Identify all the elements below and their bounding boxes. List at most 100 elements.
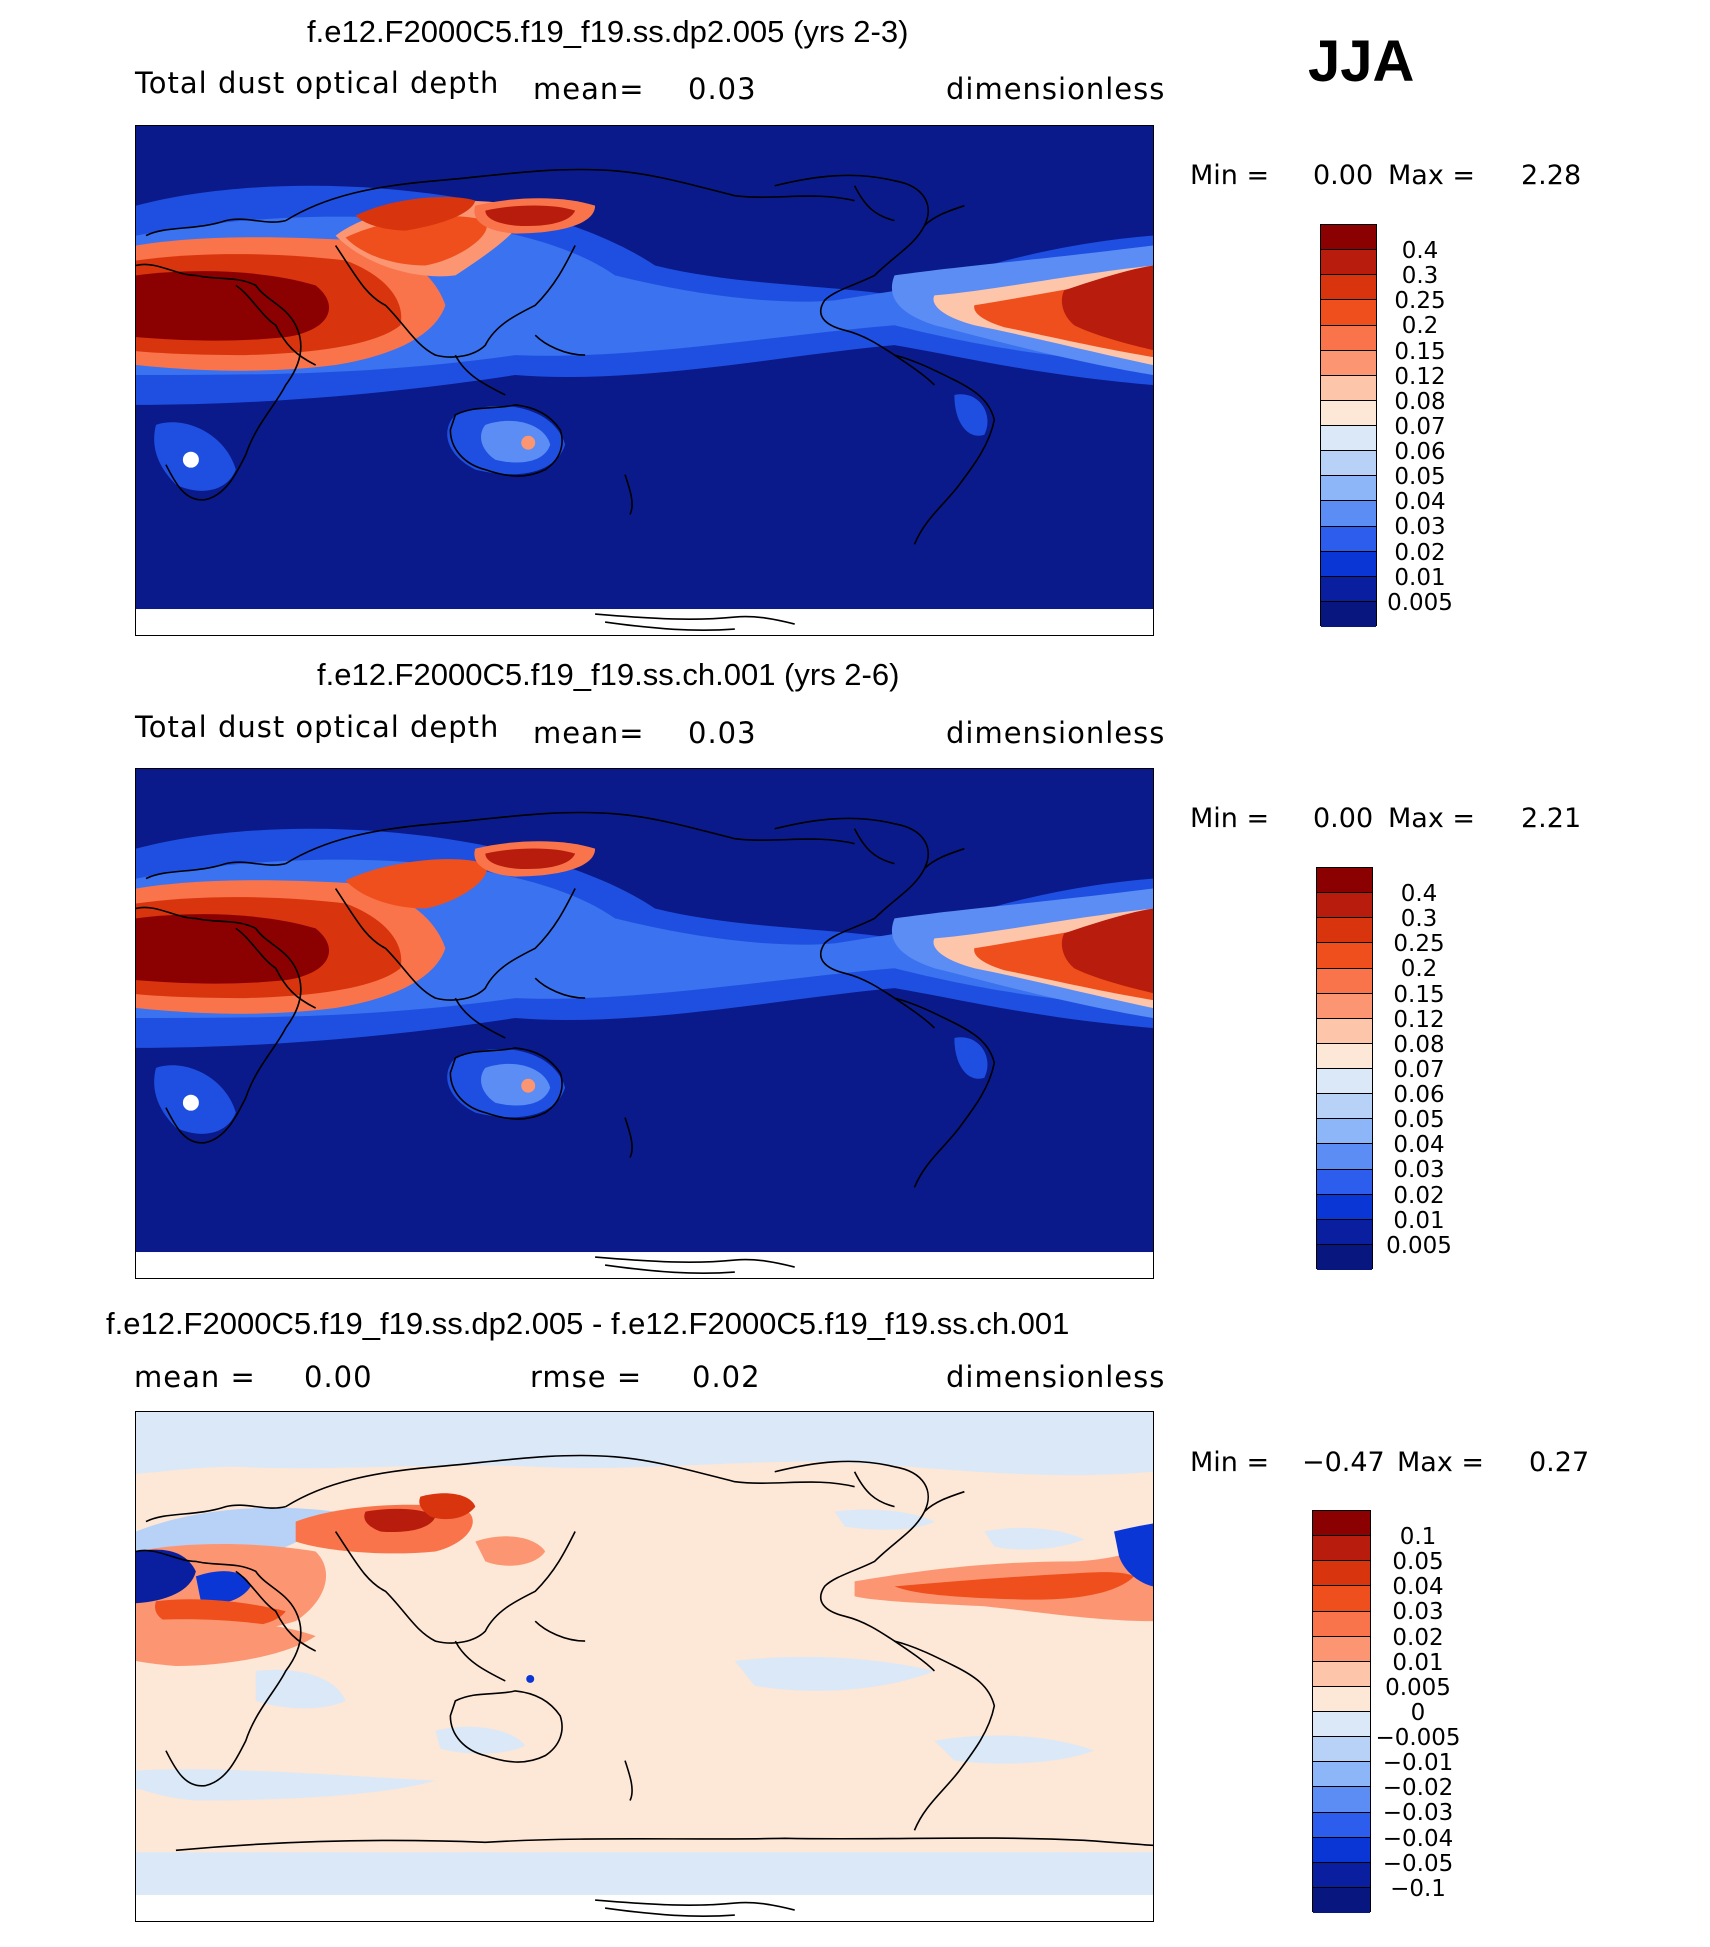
- colorbar-swatch: [1321, 325, 1376, 351]
- colorbar-label: −0.05: [1382, 1850, 1454, 1877]
- colorbar-label: 0.07: [1394, 413, 1446, 440]
- colorbar-swatch: [1321, 576, 1376, 602]
- panel-2-units: dimensionless: [946, 716, 1166, 750]
- colorbar-swatch: [1317, 868, 1372, 894]
- colorbar-label: 0.02: [1393, 1182, 1445, 1209]
- colorbar-label: 0.2: [1401, 313, 1439, 340]
- colorbar-swatch: [1317, 918, 1372, 944]
- colorbar-swatch: [1313, 1536, 1370, 1562]
- panel-2-title: f.e12.F2000C5.f19_f19.ss.ch.001 (yrs 2-6…: [317, 657, 900, 692]
- colorbar-swatch: [1321, 526, 1376, 552]
- colorbar-swatch: [1313, 1837, 1370, 1863]
- panel-2-max-label: Max =: [1388, 803, 1476, 834]
- colorbar-swatch: [1317, 1244, 1372, 1270]
- colorbar-label: 0.05: [1394, 464, 1446, 491]
- colorbar-label: 0.3: [1400, 906, 1438, 933]
- colorbar-swatch: [1321, 601, 1376, 627]
- panel-3-max-label: Max =: [1397, 1447, 1485, 1478]
- panel-3-mean-label: mean =: [134, 1360, 256, 1394]
- panel-3-units: dimensionless: [946, 1360, 1166, 1394]
- colorbar-label: 0.005: [1387, 589, 1453, 616]
- colorbar-label: 0.4: [1401, 238, 1439, 264]
- colorbar-swatch: [1313, 1787, 1370, 1813]
- panel-3-min-value: −0.47: [1302, 1447, 1385, 1478]
- panel-3-rmse-value: 0.02: [692, 1360, 761, 1394]
- panel-1-map: [135, 125, 1154, 636]
- colorbar-swatch: [1317, 993, 1372, 1019]
- colorbar-label: 0.02: [1394, 539, 1446, 566]
- panel-2-max-value: 2.21: [1521, 803, 1582, 834]
- colorbar-swatch: [1317, 1069, 1372, 1095]
- colorbar-swatch: [1317, 1194, 1372, 1220]
- panel-3-min-label: Min =: [1190, 1447, 1270, 1478]
- colorbar-label: 0.03: [1393, 1157, 1445, 1184]
- panel-2-min-label: Min =: [1190, 803, 1270, 834]
- colorbar-label: −0.02: [1382, 1775, 1454, 1802]
- colorbar-label: 0.05: [1393, 1107, 1445, 1134]
- panel-3-max-value: 0.27: [1529, 1447, 1590, 1478]
- map-bottom-blank: [136, 1895, 1153, 1921]
- panel-1-mean-label: mean=: [533, 72, 645, 106]
- colorbar-swatch: [1321, 426, 1376, 452]
- colorbar-label: 0.2: [1400, 956, 1438, 983]
- colorbar-label: 0.01: [1393, 1207, 1445, 1234]
- colorbar-label: 0.1: [1399, 1524, 1437, 1550]
- colorbar-label: 0.08: [1394, 388, 1446, 415]
- colorbar-label: 0.05: [1392, 1549, 1444, 1576]
- panel-2-min-value: 0.00: [1313, 803, 1374, 834]
- colorbar-swatch: [1321, 400, 1376, 426]
- colorbar-label: −0.1: [1390, 1875, 1446, 1902]
- panel-3-rmse-label: rmse =: [530, 1360, 643, 1394]
- colorbar-swatch: [1317, 943, 1372, 969]
- colorbar-swatch: [1321, 225, 1376, 251]
- panel-1-units: dimensionless: [946, 72, 1166, 106]
- colorbar-label: 0.08: [1393, 1031, 1445, 1058]
- colorbar-label: 0.03: [1392, 1599, 1444, 1626]
- panel-2-colorbar: [1316, 867, 1373, 1270]
- colorbar-swatch: [1317, 1169, 1372, 1195]
- colorbar-label: 0.07: [1393, 1056, 1445, 1083]
- colorbar-swatch: [1317, 1043, 1372, 1069]
- panel-1-max-value: 2.28: [1521, 160, 1582, 191]
- panel-1-max-label: Max =: [1388, 160, 1476, 191]
- colorbar-swatch: [1321, 476, 1376, 502]
- panel-2-map-svg: [136, 769, 1153, 1278]
- colorbar-swatch: [1317, 1144, 1372, 1170]
- season-label: JJA: [1308, 29, 1415, 94]
- panel-2-variable: Total dust optical depth: [135, 710, 500, 744]
- dust-field: [136, 185, 1153, 491]
- dust-field: [136, 828, 1153, 1134]
- panel-3-title: f.e12.F2000C5.f19_f19.ss.dp2.005 - f.e12…: [106, 1306, 1070, 1341]
- panel-3-mean-value: 0.00: [304, 1360, 373, 1394]
- colorbar-swatch: [1321, 275, 1376, 301]
- panel-1-map-svg: [136, 126, 1153, 635]
- panel-2-mean-value: 0.03: [688, 716, 757, 750]
- colorbar-swatch: [1321, 300, 1376, 326]
- colorbar-label: 0.04: [1394, 489, 1446, 516]
- colorbar-label: 0.04: [1393, 1132, 1445, 1159]
- colorbar-swatch: [1313, 1661, 1370, 1687]
- colorbar-swatch: [1321, 451, 1376, 477]
- panel-1-mean-value: 0.03: [688, 72, 757, 106]
- colorbar-swatch: [1313, 1636, 1370, 1662]
- colorbar-label: 0: [1410, 1699, 1426, 1726]
- colorbar-label: 0.06: [1393, 1082, 1445, 1108]
- colorbar-swatch: [1321, 551, 1376, 577]
- colorbar-label: 0.02: [1392, 1624, 1444, 1651]
- colorbar-swatch: [1321, 375, 1376, 401]
- colorbar-label: 0.06: [1394, 439, 1446, 465]
- colorbar-label: 0.01: [1392, 1649, 1444, 1676]
- colorbar-label: 0.005: [1386, 1232, 1452, 1259]
- colorbar-label: −0.01: [1382, 1750, 1454, 1777]
- colorbar-label: 0.15: [1393, 981, 1445, 1008]
- colorbar-swatch: [1313, 1611, 1370, 1637]
- coastlines: [136, 1454, 1153, 1852]
- colorbar-label: 0.3: [1401, 263, 1439, 290]
- colorbar-label: 0.01: [1394, 564, 1446, 591]
- colorbar-swatch: [1317, 1018, 1372, 1044]
- map-bottom-blank: [136, 1252, 1153, 1278]
- ocean-background: [136, 1412, 1153, 1896]
- colorbar-label: −0.04: [1382, 1825, 1454, 1852]
- colorbar-label: 0.12: [1393, 1006, 1445, 1033]
- difference-field: [136, 1412, 1153, 1896]
